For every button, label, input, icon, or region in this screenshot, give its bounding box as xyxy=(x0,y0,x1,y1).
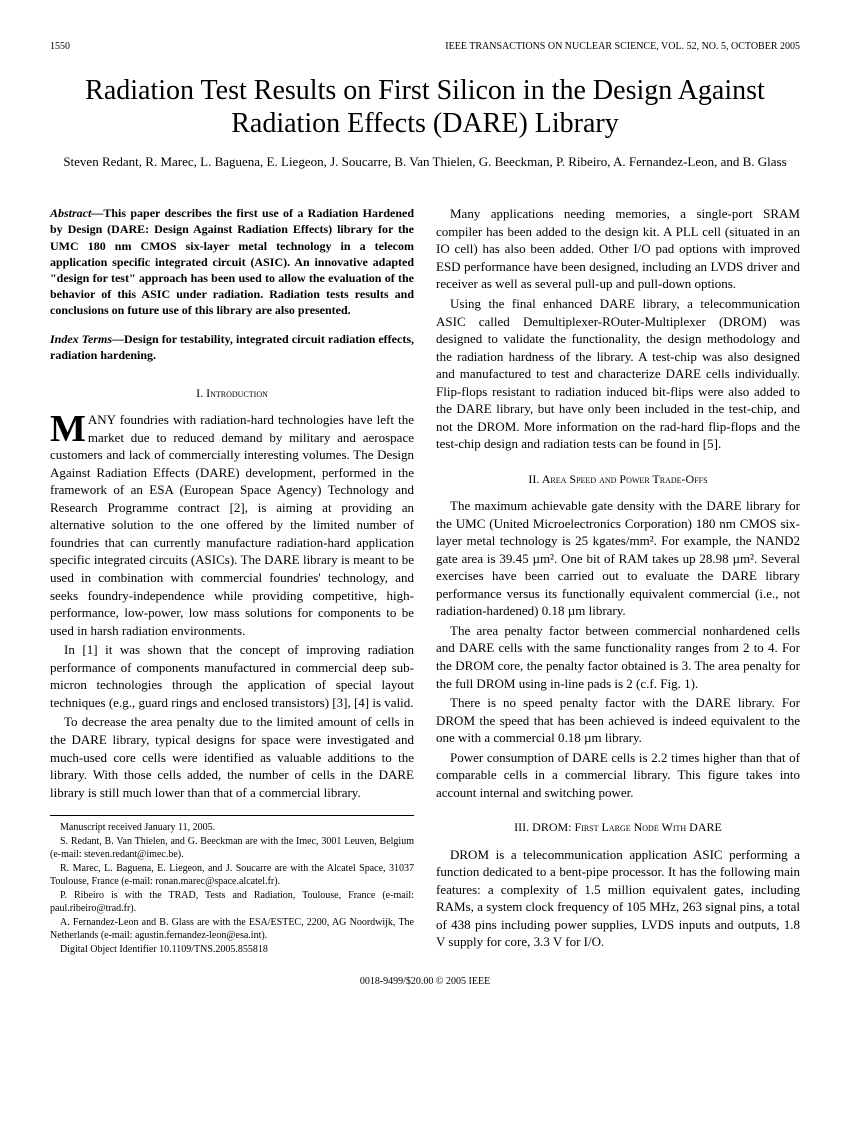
section-1-para-3: To decrease the area penalty due to the … xyxy=(50,713,414,801)
footnote-affiliation-2: R. Marec, L. Baguena, E. Liegeon, and J.… xyxy=(50,862,414,888)
footnote-affiliation-1: S. Redant, B. Van Thielen, and G. Beeckm… xyxy=(50,835,414,861)
section-2-para-3: There is no speed penalty factor with th… xyxy=(436,694,800,747)
col2-para-2: Using the final enhanced DARE library, a… xyxy=(436,295,800,453)
footnote-affiliation-4: A. Fernandez-Leon and B. Glass are with … xyxy=(50,916,414,942)
page-number: 1550 xyxy=(50,40,70,54)
body-columns: Abstract—This paper describes the first … xyxy=(50,205,800,957)
dropcap: M xyxy=(50,411,88,444)
col2-para-1: Many applications needing memories, a si… xyxy=(436,205,800,293)
paper-title: Radiation Test Results on First Silicon … xyxy=(50,74,800,141)
abstract-text: This paper describes the first use of a … xyxy=(50,206,414,317)
index-terms-label: Index Terms— xyxy=(50,332,124,346)
abstract-label: Abstract— xyxy=(50,206,103,220)
section-1-para-2: In [1] it was shown that the concept of … xyxy=(50,641,414,711)
abstract-block: Abstract—This paper describes the first … xyxy=(50,205,414,318)
index-terms-block: Index Terms—Design for testability, inte… xyxy=(50,331,414,363)
running-header: 1550 IEEE TRANSACTIONS ON NUCLEAR SCIENC… xyxy=(50,40,800,54)
footnote-manuscript: Manuscript received January 11, 2005. xyxy=(50,821,414,834)
footnote-affiliation-3: P. Ribeiro is with the TRAD, Tests and R… xyxy=(50,889,414,915)
footnotes-block: Manuscript received January 11, 2005. S.… xyxy=(50,815,414,956)
copyright-footer: 0018-9499/$20.00 © 2005 IEEE xyxy=(50,975,800,989)
section-3-heading: III. DROM: First Large Node With DARE xyxy=(436,819,800,835)
footnote-doi: Digital Object Identifier 10.1109/TNS.20… xyxy=(50,943,414,956)
section-1-para-1-text: ANY foundries with radiation-hard techno… xyxy=(50,412,414,638)
section-1-para-1: MANY foundries with radiation-hard techn… xyxy=(50,411,414,639)
author-list: Steven Redant, R. Marec, L. Baguena, E. … xyxy=(50,153,800,171)
journal-info: IEEE TRANSACTIONS ON NUCLEAR SCIENCE, VO… xyxy=(445,41,800,52)
section-2-para-1: The maximum achievable gate density with… xyxy=(436,497,800,620)
section-2-para-2: The area penalty factor between commerci… xyxy=(436,622,800,692)
section-1-heading: I. Introduction xyxy=(50,385,414,401)
section-2-para-4: Power consumption of DARE cells is 2.2 t… xyxy=(436,749,800,802)
section-3-para-1: DROM is a telecommunication application … xyxy=(436,846,800,951)
section-2-heading: II. Area Speed and Power Trade-Offs xyxy=(436,471,800,487)
